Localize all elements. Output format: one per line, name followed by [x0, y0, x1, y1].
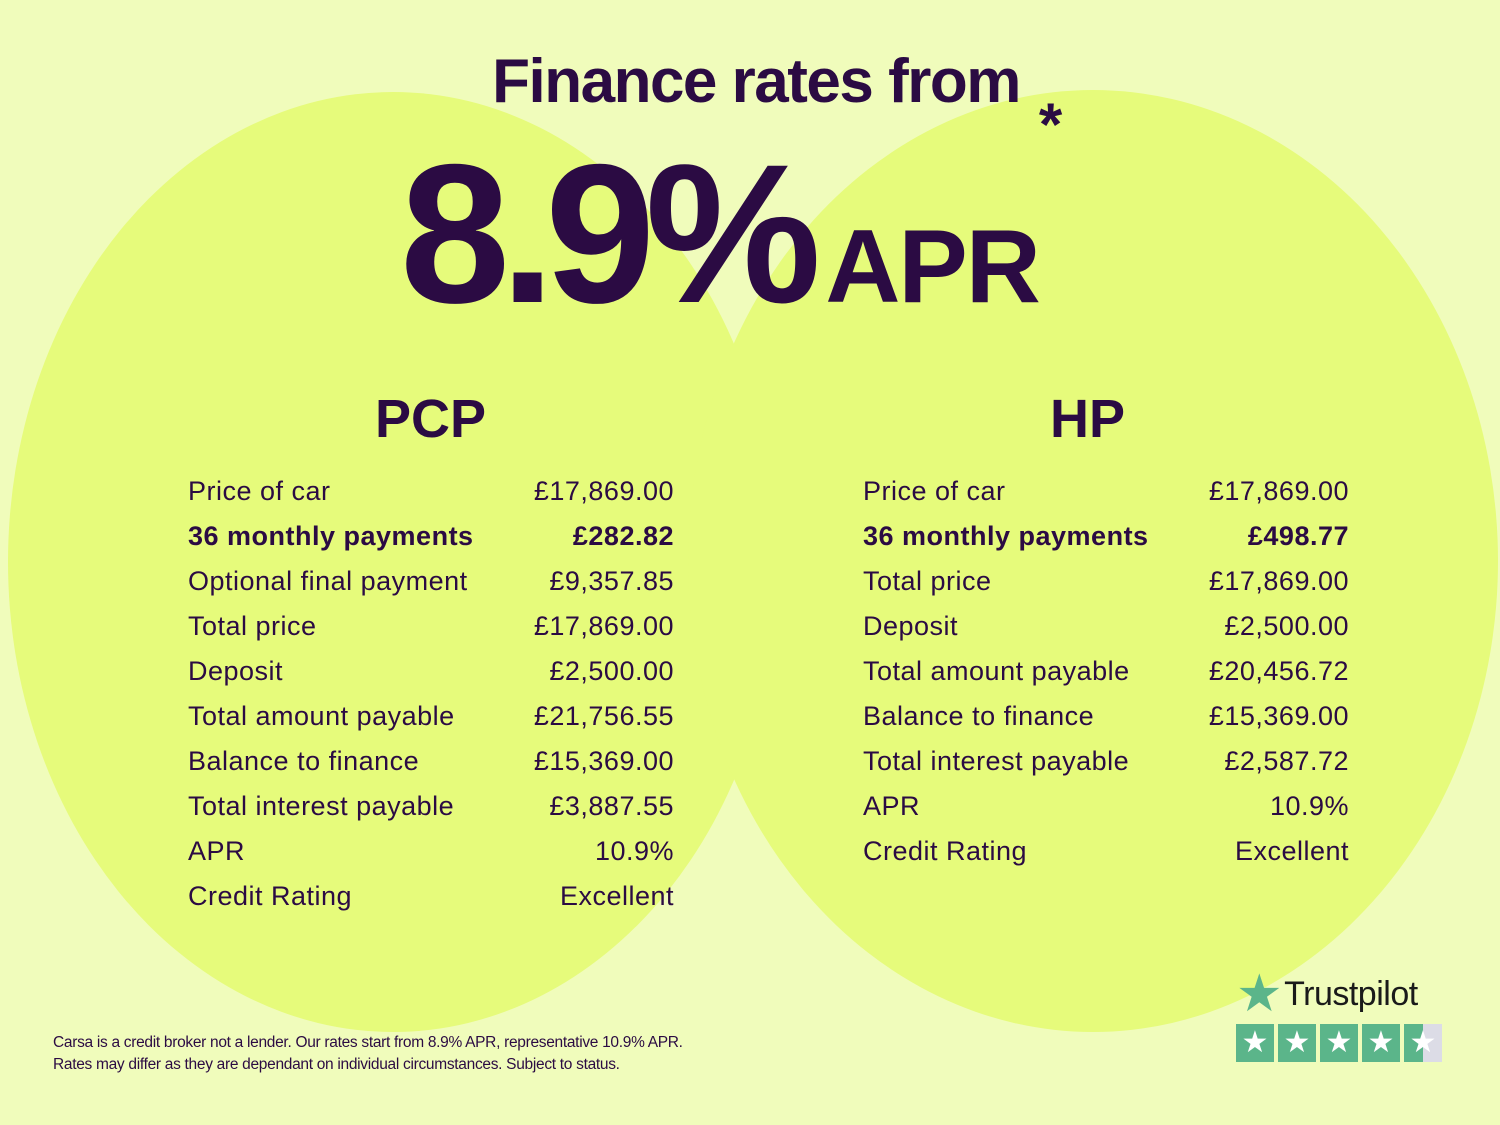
- row-value: 10.9%: [594, 836, 674, 866]
- table-row: Total interest payable £3,887.55: [188, 787, 674, 832]
- row-label: Deposit: [863, 611, 959, 641]
- row-value: £17,869.00: [1208, 476, 1349, 506]
- table-row: 36 monthly payments £498.77: [863, 517, 1349, 562]
- table-row: 36 monthly payments £282.82: [188, 517, 674, 562]
- row-value: Excellent: [559, 881, 674, 911]
- table-row: APR 10.9%: [863, 787, 1349, 832]
- headline: Finance rates from: [492, 47, 1021, 116]
- background-circle-left: [8, 92, 778, 1032]
- row-value: £9,357.85: [549, 566, 674, 596]
- table-row: Total price £17,869.00: [863, 562, 1349, 607]
- pcp-table: Price of car £17,869.00 36 monthly payment…: [188, 472, 674, 922]
- table-row: Total amount payable £20,456.72: [863, 652, 1349, 697]
- row-value: £17,869.00: [1208, 566, 1349, 596]
- row-value: Excellent: [1234, 836, 1349, 866]
- hp-table: Price of car £17,869.00 36 monthly payment…: [863, 472, 1349, 877]
- row-label: 36 monthly payments: [863, 521, 1149, 551]
- row-label: Total interest payable: [188, 791, 455, 821]
- table-row: Balance to finance £15,369.00: [863, 697, 1349, 742]
- row-value: £15,369.00: [1208, 701, 1349, 731]
- star-icon: ★: [1362, 1024, 1400, 1062]
- table-row: APR 10.9%: [188, 832, 674, 877]
- row-value: £21,756.55: [533, 701, 674, 731]
- row-value: £20,456.72: [1208, 656, 1349, 686]
- trustpilot-name: Trustpilot: [1284, 974, 1418, 1013]
- row-label: Credit Rating: [188, 881, 353, 911]
- row-label: Total price: [188, 611, 317, 641]
- disclaimer-line-1: Carsa is a credit broker not a lender. O…: [53, 1034, 683, 1051]
- row-label: Total price: [863, 566, 992, 596]
- asterisk: *: [1038, 91, 1063, 158]
- row-value: £15,369.00: [533, 746, 674, 776]
- table-row: Total amount payable £21,756.55: [188, 697, 674, 742]
- row-label: Total amount payable: [863, 656, 1130, 686]
- row-value: £17,869.00: [533, 611, 674, 641]
- trustpilot-badge: ★ Trustpilot ★ ★ ★ ★ ★: [1236, 965, 1442, 1062]
- row-label: Price of car: [863, 476, 1006, 506]
- background-circle-right: [688, 90, 1498, 1032]
- table-row: Credit Rating Excellent: [188, 877, 674, 922]
- row-label: APR: [188, 836, 246, 866]
- star-icon: ★: [1278, 1024, 1316, 1062]
- table-row: Price of car £17,869.00: [863, 472, 1349, 517]
- table-row: Total interest payable £2,587.72: [863, 742, 1349, 787]
- trustpilot-rating: ★ ★ ★ ★ ★: [1236, 1024, 1442, 1062]
- row-value: £17,869.00: [533, 476, 674, 506]
- row-value: £2,587.72: [1224, 746, 1349, 776]
- trustpilot-star-icon: ★: [1236, 965, 1283, 1023]
- row-value: £3,887.55: [549, 791, 674, 821]
- row-label: Total interest payable: [863, 746, 1130, 776]
- star-icon: ★: [1320, 1024, 1358, 1062]
- disclaimer-line-2: Rates may differ as they are dependant o…: [53, 1056, 620, 1073]
- rate-value: 8.9%: [400, 123, 821, 344]
- row-label: APR: [863, 791, 921, 821]
- row-value: £498.77: [1247, 521, 1349, 551]
- row-label: Total amount payable: [188, 701, 455, 731]
- star-icon: ★: [1236, 1024, 1274, 1062]
- row-value: £2,500.00: [549, 656, 674, 686]
- hp-title: HP: [1050, 389, 1126, 449]
- rate-suffix: APR: [825, 209, 1041, 325]
- rate-headline: 8.9% APR *: [400, 91, 1062, 347]
- star-icon: ★: [1404, 1024, 1442, 1062]
- row-value: £2,500.00: [1224, 611, 1349, 641]
- row-label: Balance to finance: [188, 746, 420, 776]
- table-row: Deposit £2,500.00: [188, 652, 674, 697]
- disclaimer: Carsa is a credit broker not a lender. O…: [53, 1032, 683, 1076]
- row-label: Credit Rating: [863, 836, 1028, 866]
- table-row: Total price £17,869.00: [188, 607, 674, 652]
- row-label: 36 monthly payments: [188, 521, 474, 551]
- pcp-title: PCP: [375, 389, 487, 449]
- row-value: £282.82: [572, 521, 674, 551]
- row-label: Optional final payment: [188, 566, 468, 596]
- table-row: Balance to finance £15,369.00: [188, 742, 674, 787]
- table-row: Deposit £2,500.00: [863, 607, 1349, 652]
- row-label: Deposit: [188, 656, 284, 686]
- row-label: Balance to finance: [863, 701, 1095, 731]
- table-row: Price of car £17,869.00: [188, 472, 674, 517]
- table-row: Optional final payment £9,357.85: [188, 562, 674, 607]
- table-row: Credit Rating Excellent: [863, 832, 1349, 877]
- row-value: 10.9%: [1269, 791, 1349, 821]
- row-label: Price of car: [188, 476, 331, 506]
